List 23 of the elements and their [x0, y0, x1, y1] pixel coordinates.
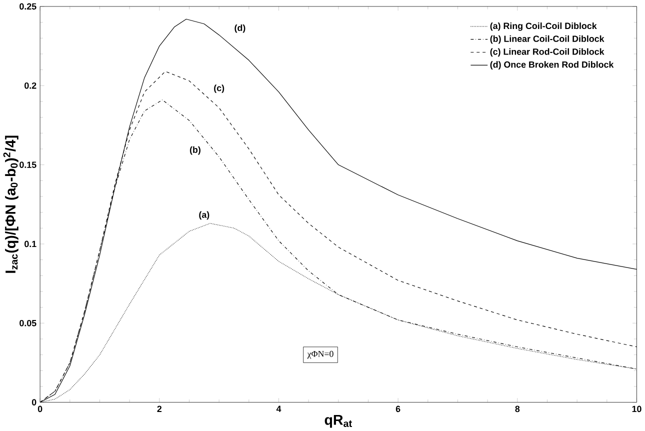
- x-tick-label: 8: [515, 406, 520, 412]
- annotation: χΦN=0: [307, 350, 334, 359]
- legend-label: (a) Ring Coil-Coil Diblock: [490, 22, 597, 31]
- x-axis-title: qR$_{at}$: [324, 414, 352, 428]
- y-tick-label: 0.2: [24, 82, 36, 89]
- y-tick-label: 0.05: [20, 320, 36, 326]
- x-tick-label: 6: [396, 406, 400, 412]
- x-tick-label: 4: [276, 406, 282, 412]
- annotation: (c): [214, 84, 224, 93]
- y-tick-label: 0.1: [24, 240, 36, 248]
- legend-label: (c) Linear Rod-Coil Diblock: [490, 48, 604, 57]
- x-tick-label: 2: [157, 406, 162, 412]
- legend-label: (b) Linear Coil-Coil Diblock: [490, 35, 604, 44]
- x-tick-label: 10: [632, 406, 642, 412]
- legend-label: (d) Once Broken Rod Diblock: [490, 61, 614, 70]
- annotation: (d): [234, 24, 246, 33]
- annotation: (b): [190, 146, 200, 155]
- annotation: (a): [199, 211, 210, 220]
- x-tick-label: 0: [38, 406, 42, 412]
- y-tick-label: 0.15: [20, 162, 36, 168]
- y-tick-label: 0.25: [20, 3, 36, 10]
- y-tick-label: 0: [32, 399, 36, 406]
- text: I$_{zac}$(q)/[ΦN (a$_{0}$-b$_{0}$)$^{2}$/4]: [3, 136, 18, 273]
